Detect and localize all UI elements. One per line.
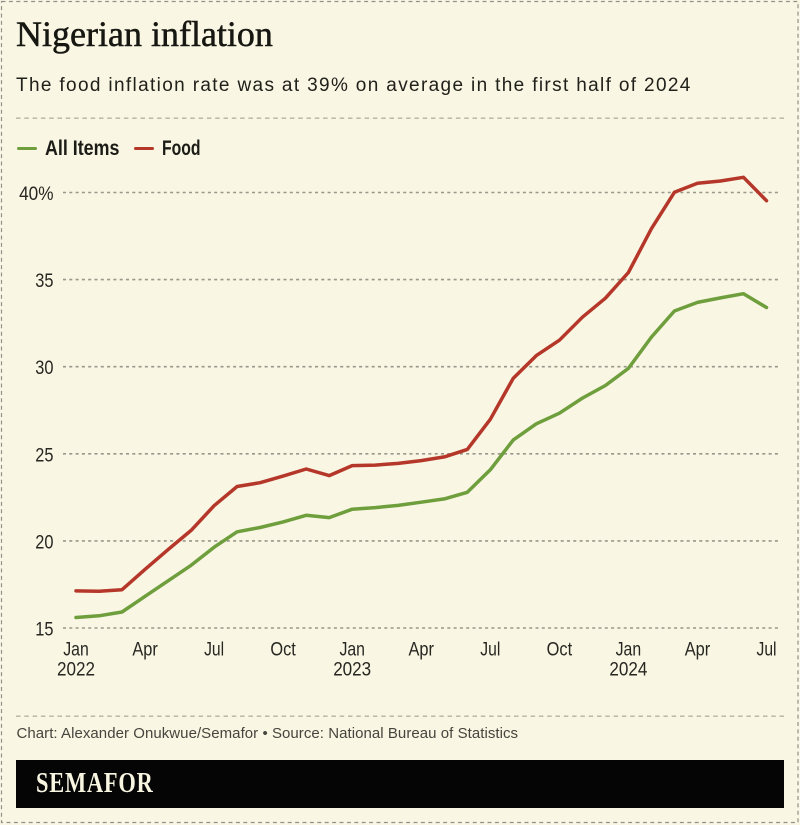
svg-text:2024: 2024 xyxy=(609,659,647,681)
svg-text:Jul: Jul xyxy=(204,639,224,661)
svg-text:Oct: Oct xyxy=(270,639,296,661)
svg-text:20: 20 xyxy=(35,531,53,553)
svg-text:15: 15 xyxy=(35,619,53,641)
svg-text:Apr: Apr xyxy=(132,639,158,661)
svg-text:Jan: Jan xyxy=(339,639,365,661)
svg-text:Jul: Jul xyxy=(757,639,777,661)
svg-text:2022: 2022 xyxy=(57,659,95,681)
svg-text:30: 30 xyxy=(35,357,53,379)
svg-text:Jan: Jan xyxy=(63,639,89,661)
svg-text:Oct: Oct xyxy=(547,639,573,661)
svg-text:Apr: Apr xyxy=(408,639,434,661)
svg-text:35: 35 xyxy=(35,270,53,292)
svg-text:25: 25 xyxy=(35,444,53,466)
svg-text:Jul: Jul xyxy=(480,639,500,661)
svg-text:Apr: Apr xyxy=(685,639,711,661)
svg-text:2023: 2023 xyxy=(333,659,371,681)
svg-text:40%: 40% xyxy=(19,183,53,205)
svg-text:Jan: Jan xyxy=(616,639,642,661)
